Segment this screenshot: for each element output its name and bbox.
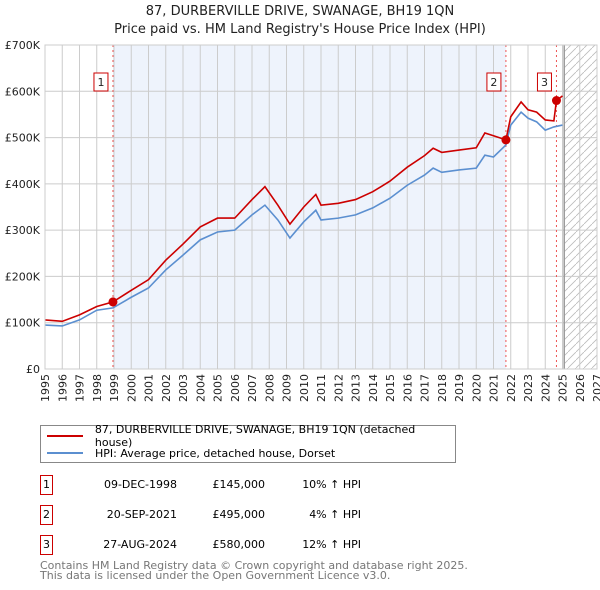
x-tick-label: 2022 (505, 374, 518, 402)
x-tick-label: 2017 (419, 374, 432, 402)
forecast-hatch-region (564, 45, 597, 369)
x-tick-label: 1996 (56, 374, 69, 402)
y-tick-label: £400K (5, 178, 41, 191)
x-tick-label: 2004 (194, 374, 207, 402)
sale-hpi-diff: 10% ↑ HPI (302, 478, 361, 491)
x-tick-label: 2010 (298, 374, 311, 402)
footer-line-1: Contains HM Land Registry data © Crown c… (40, 559, 468, 572)
legend-red-line (47, 435, 83, 437)
chart-subtitle: Price paid vs. HM Land Registry's House … (114, 22, 486, 37)
x-tick-label: 2003 (177, 374, 190, 402)
x-tick-label: 2015 (384, 374, 397, 402)
sale-marker-box (536, 72, 552, 92)
sale-point (551, 96, 561, 106)
legend: 87, DURBERVILLE DRIVE, SWANAGE, BH19 1QN… (40, 423, 456, 463)
x-tick-label: 1999 (108, 374, 121, 402)
chart-title: 87, DURBERVILLE DRIVE, SWANAGE, BH19 1QN (145, 4, 455, 19)
shaded-ownership-region (112, 45, 506, 369)
sale-marker-number: 3 (40, 535, 53, 555)
sale-date: 27-AUG-2024 (103, 538, 177, 551)
y-tick-label: £500K (5, 132, 41, 145)
x-tick-label: 2000 (125, 374, 138, 402)
x-tick-label: 2011 (315, 374, 328, 402)
x-tick-label: 2013 (350, 374, 363, 402)
x-tick-label: 1995 (39, 374, 52, 402)
footer: Contains HM Land Registry data © Crown c… (40, 559, 468, 582)
y-tick-label: £200K (5, 270, 41, 283)
y-tick-label: £100K (5, 317, 41, 330)
x-tick-label: 2005 (212, 374, 225, 402)
x-tick-label: 2026 (574, 374, 587, 402)
legend-blue-line (47, 452, 83, 454)
x-tick-label: 2021 (488, 374, 501, 402)
sale-marker-box (93, 72, 109, 92)
x-tick-label: 2027 (591, 374, 600, 402)
sale-hpi-diff: 12% ↑ HPI (302, 538, 361, 551)
x-tick-label: 2001 (143, 374, 156, 402)
y-tick-label: £0 (26, 363, 40, 376)
sale-date: 09-DEC-1998 (103, 478, 177, 491)
sale-point (501, 135, 511, 145)
x-tick-label: 2008 (263, 374, 276, 402)
x-tick-label: 2019 (453, 374, 466, 402)
legend-label-hpi: HPI: Average price, detached house, Dors… (95, 446, 336, 460)
x-tick-label: 1997 (74, 374, 87, 402)
x-tick-label: 2006 (229, 374, 242, 402)
sale-row: 1 09-DEC-1998 £145,000 10% ↑ HPI (40, 475, 440, 495)
x-tick-label: 2014 (367, 374, 380, 402)
x-tick-label: 2007 (246, 374, 259, 402)
x-tick-label: 2012 (332, 374, 345, 402)
x-tick-label: 2020 (470, 374, 483, 402)
sale-marker-label: 3 (541, 76, 548, 89)
plot-frame (44, 44, 598, 370)
footer-line-2: This data is licensed under the Open Gov… (40, 569, 391, 582)
sale-date: 20-SEP-2021 (106, 508, 177, 521)
x-tick-label: 2018 (436, 374, 449, 402)
y-tick-label: £300K (5, 224, 41, 237)
sale-marker-label: 2 (490, 76, 497, 89)
x-tick-label: 2024 (539, 374, 552, 402)
x-tick-label: 2023 (522, 374, 535, 402)
hpi-line (44, 110, 563, 327)
sale-row: 2 20-SEP-2021 £495,000 4% ↑ HPI (40, 505, 440, 525)
sale-price: £145,000 (212, 478, 266, 491)
x-tick-label: 1998 (91, 374, 104, 402)
sale-price: £580,000 (212, 538, 266, 551)
y-tick-label: £600K (5, 85, 41, 98)
sale-hpi-diff: 4% ↑ HPI (309, 508, 361, 521)
sale-point (108, 297, 118, 307)
legend-label-property: 87, DURBERVILLE DRIVE, SWANAGE, BH19 1QN… (94, 423, 416, 449)
sale-marker-label: 1 (97, 76, 104, 89)
x-tick-label: 2002 (160, 374, 173, 402)
sale-marker-number: 2 (40, 505, 53, 525)
sale-marker-box (486, 72, 502, 92)
property-price-line (44, 95, 563, 323)
sale-marker-number: 1 (40, 475, 53, 495)
chart-plot: 1995 1996 1997 1998 1999 2000 2001 2002 2003 2004… (5, 39, 600, 402)
sale-row: 3 27-AUG-2024 £580,000 12% ↑ HPI (40, 535, 440, 555)
x-tick-label: 2025 (557, 374, 570, 402)
y-tick-label: £700K (5, 39, 41, 52)
sale-price: £495,000 (212, 508, 266, 521)
x-tick-label: 2016 (401, 374, 414, 402)
x-tick-label: 2009 (281, 374, 294, 402)
